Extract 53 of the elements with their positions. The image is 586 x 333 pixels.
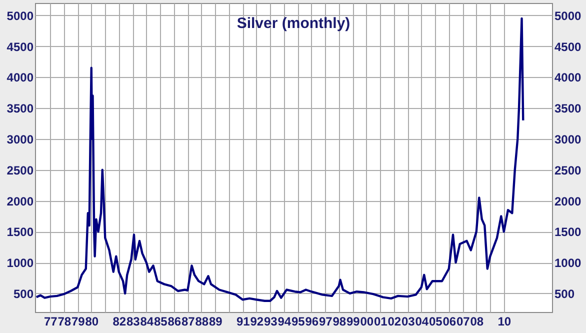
x-tick-label: 79 <box>71 314 86 328</box>
x-tick-label: 98 <box>332 314 346 328</box>
x-tick-label: 06 <box>442 314 456 328</box>
x-tick-label: 02 <box>388 314 402 328</box>
y2-tick-label: 3500 <box>554 102 582 116</box>
x-tick-label: 99 <box>346 314 360 328</box>
x-tick-label: 95 <box>291 314 306 328</box>
x-tick-label: 07 <box>456 314 470 328</box>
x-tick-label: 03 <box>401 314 416 328</box>
y2-tick-label: 1000 <box>554 256 582 270</box>
x-tick-label: 01 <box>374 314 388 328</box>
x-tick-label: 77 <box>44 314 58 328</box>
y2-tick-label: 5000 <box>554 8 582 23</box>
x-tick-label: 94 <box>278 314 292 328</box>
y2-tick-label: 4000 <box>554 70 582 85</box>
x-tick-label: 96 <box>305 314 319 328</box>
y2-tick-label: 3000 <box>554 132 582 146</box>
line-series <box>35 17 524 302</box>
x-tick-label: 82 <box>112 314 126 328</box>
x-tick-label: 04 <box>415 314 429 328</box>
text: Silver (monthly) <box>236 15 350 32</box>
x-tick-label: 08 <box>470 314 484 328</box>
x-tick-label: 10 <box>498 314 512 328</box>
y-tick-label: 1500 <box>6 225 34 240</box>
x-tick-label: 86 <box>168 314 182 328</box>
x-tick-label: 89 <box>208 314 223 328</box>
y2-tick-label: 4500 <box>554 40 582 54</box>
y-tick-label: 3500 <box>6 102 34 116</box>
x-tick-label: 83 <box>126 314 140 328</box>
y-tick-label: 5000 <box>6 8 34 23</box>
y-tick-label: 3000 <box>6 132 34 146</box>
x-tick-label: 88 <box>195 314 209 328</box>
y2-tick-label: 2000 <box>554 194 582 208</box>
x-tick-label: 85 <box>154 314 168 328</box>
y-tick-label: 4500 <box>6 40 34 54</box>
x-tick-label: 91 <box>236 314 250 328</box>
x-tick-label: 97 <box>318 314 333 328</box>
y2-tick-label: 500 <box>554 286 575 301</box>
x-tick-label: 80 <box>85 314 99 328</box>
x-tick-label: 05 <box>428 314 443 328</box>
y-tick-label: 4000 <box>6 70 34 85</box>
x-tick-label: 84 <box>140 314 154 328</box>
y-tick-label: 1000 <box>6 256 34 270</box>
x-tick-label: 93 <box>264 314 278 328</box>
y2-tick-label: 1500 <box>554 225 582 240</box>
x-tick-label: 00 <box>360 314 374 328</box>
y-tick-label: 2000 <box>6 194 34 208</box>
y2-tick-label: 2500 <box>554 163 582 178</box>
x-tick-label: 92 <box>250 314 264 328</box>
y-tick-label: 500 <box>13 286 34 301</box>
x-tick-label: 78 <box>58 314 72 328</box>
y-tick-label: 2500 <box>6 163 34 178</box>
x-tick-label: 87 <box>181 314 196 328</box>
